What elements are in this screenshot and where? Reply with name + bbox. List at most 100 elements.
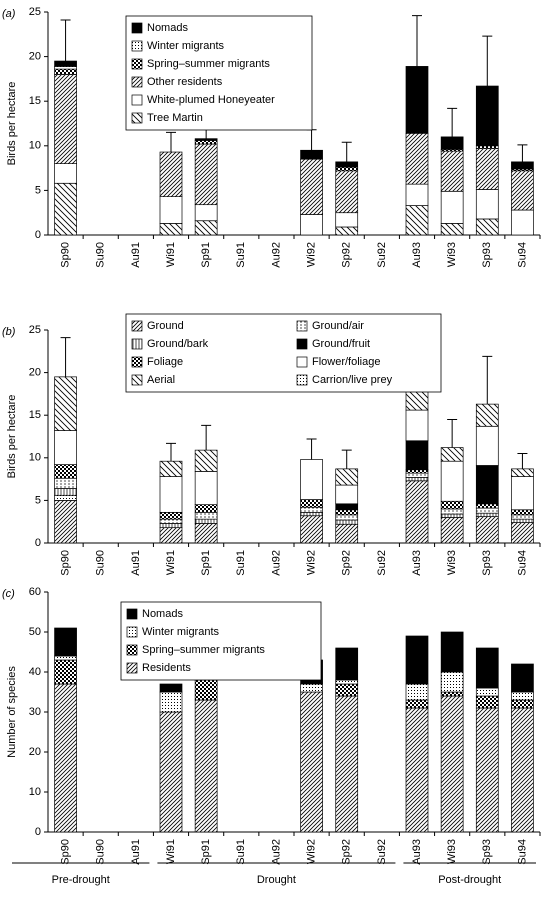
x-tick-label: Su92 [376,550,388,576]
bar-segment [300,515,323,544]
bar-segment [440,513,464,518]
y-tick-label: 15 [29,409,41,421]
bar-segment [335,161,359,168]
y-tick-label: 10 [29,140,41,152]
error-bar [447,107,458,137]
x-tick-label: Au91 [130,550,142,576]
bar-segment [440,500,464,510]
period-label: Post-drought [438,874,501,886]
legend-swatch [131,94,143,106]
bar-segment [440,631,464,673]
x-tick-label: Wi93 [446,550,458,575]
legend-label: Tree Martin [147,112,203,124]
bar-segment [475,707,499,833]
bar-segment [335,683,359,697]
bar-segment [475,218,499,236]
y-tick-label: 5 [35,184,41,196]
x-tick-label: Au92 [270,839,282,865]
y-axis-label: Number of species [6,666,18,758]
bar-segment [194,511,218,520]
x-tick-label: Su92 [376,839,388,865]
bar-segment [511,518,534,523]
bar-segment [159,527,183,544]
bar-segment [440,136,464,150]
bar-segment [194,699,218,833]
bar-segment [511,161,534,170]
bar-segment [194,523,218,544]
error-bar [482,355,493,405]
x-tick-label: Sp93 [481,839,493,865]
x-tick-label: Su94 [516,242,528,268]
bar-segment [475,687,499,697]
legend-label: Other residents [147,76,223,88]
error-bar [166,131,176,153]
bar-segment [440,223,464,236]
bar-segment [475,512,499,517]
legend-swatch [296,320,308,332]
legend-label: Flower/foliage [312,356,380,368]
bar-segment [159,151,183,197]
bar-segment [159,223,183,236]
x-tick-label: Au93 [411,242,423,268]
bar-segment [440,190,464,224]
y-tick-label: 25 [29,6,41,18]
bar-segment [405,66,429,134]
legend-swatch [126,608,138,620]
bar-segment [511,522,534,544]
bar-segment [54,376,77,431]
error-bar [482,35,493,87]
x-tick-label: Sp91 [200,550,212,576]
panel-label: (b) [2,326,16,338]
bar-segment [54,488,77,496]
bar-segment [475,507,499,514]
bar-segment [54,66,77,70]
bar-segment [335,647,359,681]
bar-segment [54,163,77,184]
x-tick-label: Sp91 [200,839,212,865]
x-tick-label: Au92 [270,550,282,576]
x-tick-label: Sp92 [341,242,353,268]
legend-swatch [126,644,138,656]
error-bar [166,442,176,462]
error-bar [306,438,317,460]
bar-segment [405,477,429,482]
bar-segment [335,468,359,486]
bar-segment [54,182,77,236]
bar-segment [54,68,77,75]
x-tick-label: Wi92 [305,839,317,864]
x-tick-label: Wi93 [446,839,458,864]
bar-segment [475,189,499,220]
y-tick-label: 25 [29,324,41,336]
y-tick-label: 0 [35,229,41,241]
bar-segment [194,449,218,472]
legend-swatch [131,320,143,332]
bar-segment [159,691,183,713]
bar-segment [335,514,359,521]
bar-segment [440,517,464,544]
legend-swatch [296,374,308,386]
bar-segment [194,471,218,506]
legend-swatch [296,356,308,368]
bar-segment [159,711,183,833]
bar-segment [335,226,359,236]
legend-swatch [131,338,143,350]
bar-segment [335,519,359,525]
bar-segment [54,627,77,657]
legend-label: Foliage [147,356,183,368]
y-tick-label: 0 [35,537,41,549]
bar-segment [300,499,323,508]
legend-label: Spring–summer migrants [142,644,265,656]
x-tick-label: Wi91 [165,839,177,864]
x-tick-label: Au91 [130,839,142,865]
x-tick-label: Su91 [235,839,247,865]
panel-label: (c) [2,588,15,600]
bar-segment [440,695,464,833]
y-tick-label: 20 [29,51,41,63]
x-tick-label: Sp91 [200,242,212,268]
legend-label: Ground/fruit [312,338,370,350]
x-tick-label: Wi91 [165,242,177,267]
legend-label: Ground/bark [147,338,209,350]
bar-segment [54,655,77,661]
bar-segment [194,220,218,236]
